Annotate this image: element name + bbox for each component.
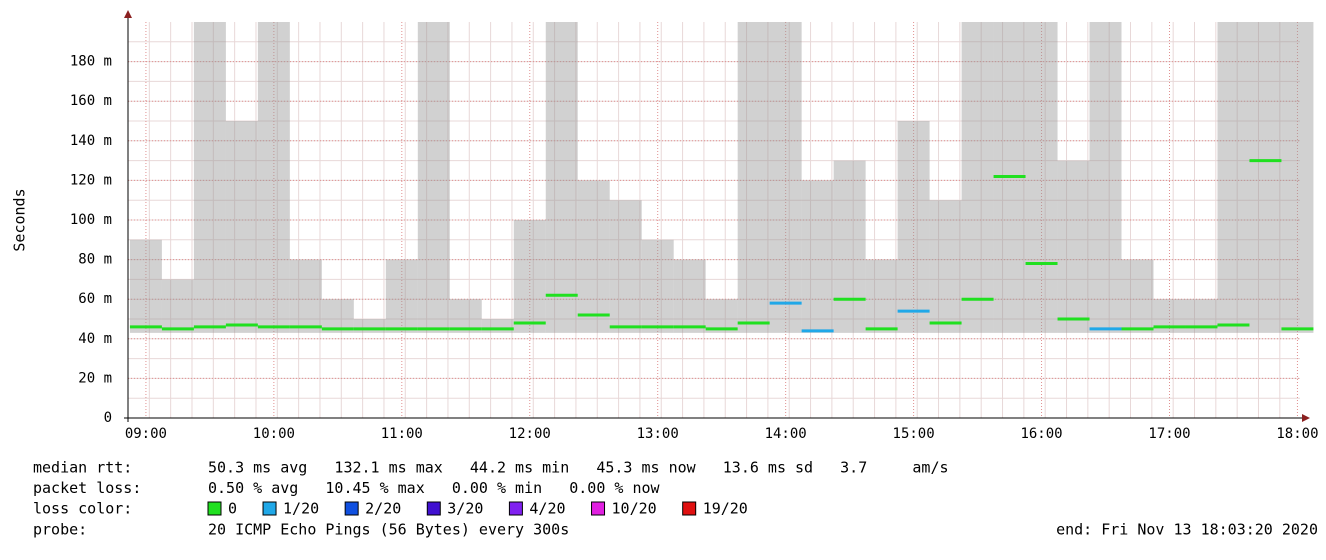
y-tick-label: 120 m — [70, 172, 112, 188]
smoke — [1057, 160, 1090, 333]
smoke — [481, 319, 514, 333]
y-tick-label: 20 m — [78, 370, 112, 386]
legend-swatch — [426, 501, 441, 516]
x-tick-label: 10:00 — [253, 426, 295, 442]
legend-swatch — [682, 501, 697, 516]
smoke — [545, 22, 578, 333]
legend-entry: 10/20 — [612, 500, 657, 518]
smoke — [1249, 22, 1282, 333]
smoke — [321, 299, 354, 333]
smoke — [929, 200, 962, 333]
smoke — [865, 259, 898, 333]
y-tick-label: 100 m — [70, 212, 112, 228]
smoke — [1121, 259, 1154, 333]
smoke — [417, 22, 450, 333]
smoke — [833, 160, 866, 333]
smoke — [897, 121, 930, 333]
stat-text: 50.3 ms avg 132.1 ms max 44.2 ms min 45.… — [208, 459, 949, 477]
x-tick-label: 13:00 — [637, 426, 679, 442]
y-tick-label: 140 m — [70, 133, 112, 149]
smoke — [449, 299, 482, 333]
smoke — [1281, 22, 1314, 333]
smoke — [737, 22, 770, 333]
probe-label: probe: — [33, 521, 87, 539]
stat-text: 0.50 % avg 10.45 % max 0.00 % min 0.00 %… — [208, 479, 661, 497]
x-arrow — [1302, 414, 1310, 422]
x-tick-label: 09:00 — [125, 426, 167, 442]
smoke — [769, 22, 802, 333]
legend-entry: 19/20 — [703, 500, 748, 518]
legend-entry: 3/20 — [447, 500, 483, 518]
end-time: end: Fri Nov 13 18:03:20 2020 — [1056, 521, 1318, 539]
smoke — [673, 259, 706, 333]
y-tick-label: 80 m — [78, 252, 112, 268]
smoke — [385, 259, 418, 333]
y-arrow — [124, 10, 132, 18]
smoke — [801, 180, 834, 333]
legend-entry: 1/20 — [283, 500, 319, 518]
smoke — [193, 22, 226, 333]
x-tick-label: 16:00 — [1020, 426, 1062, 442]
y-tick-label: 0 — [104, 410, 112, 426]
smoke — [225, 121, 258, 333]
x-tick-label: 14:00 — [765, 426, 807, 442]
y-tick-label: 160 m — [70, 93, 112, 109]
smoke — [161, 279, 194, 333]
smoke — [1025, 22, 1058, 333]
smoke — [353, 319, 386, 333]
smoke — [577, 180, 610, 333]
smoke — [129, 239, 162, 333]
y-tick-label: 180 m — [70, 54, 112, 70]
legend-swatch — [591, 501, 606, 516]
stat-label: packet loss: — [33, 479, 141, 497]
smoke — [1089, 22, 1122, 333]
probe-text: 20 ICMP Echo Pings (56 Bytes) every 300s — [208, 521, 569, 539]
y-axis-label: Seconds — [11, 188, 29, 251]
legend-entry: 4/20 — [529, 500, 565, 518]
smoke — [961, 22, 994, 333]
smoke — [705, 299, 738, 333]
x-tick-label: 11:00 — [381, 426, 423, 442]
smoke — [609, 200, 642, 333]
legend-swatch — [344, 501, 359, 516]
legend-entry: 0 — [228, 500, 237, 518]
x-tick-label: 12:00 — [509, 426, 551, 442]
stat-label: median rtt: — [33, 459, 132, 477]
x-tick-label: 17:00 — [1148, 426, 1190, 442]
legend-swatch — [508, 501, 523, 516]
legend-entry: 2/20 — [365, 500, 401, 518]
legend-swatch — [262, 501, 277, 516]
y-tick-label: 60 m — [78, 291, 112, 307]
legend-swatch — [207, 501, 222, 516]
legend-label: loss color: — [33, 500, 132, 518]
smoke — [1217, 22, 1250, 333]
x-tick-label: 18:00 — [1276, 426, 1318, 442]
smoke — [289, 259, 322, 333]
x-tick-label: 15:00 — [893, 426, 935, 442]
smoke — [257, 22, 290, 333]
smoke — [641, 239, 674, 333]
smoke — [513, 220, 546, 333]
y-tick-label: 40 m — [78, 331, 112, 347]
